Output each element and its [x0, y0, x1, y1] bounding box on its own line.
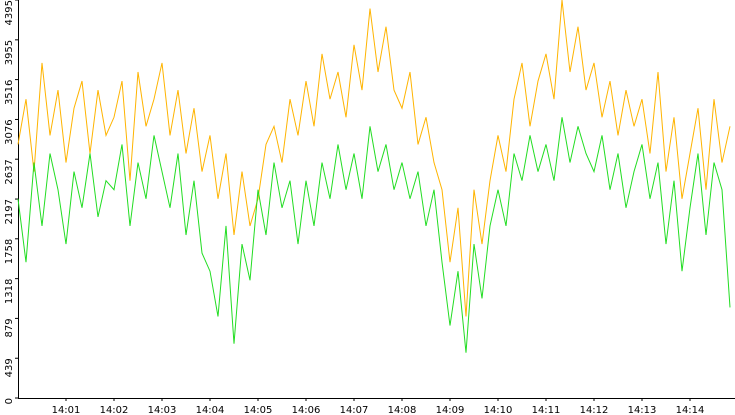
y-tick-label: 3516	[4, 80, 15, 105]
y-tick-label: 4395	[4, 0, 15, 25]
x-tick-label: 14:02	[100, 405, 129, 415]
y-tick-label: 2197	[4, 199, 15, 224]
y-tick-label: 0	[4, 398, 15, 404]
y-tick-label: 879	[4, 318, 15, 337]
x-tick-label: 14:10	[484, 405, 513, 415]
y-tick-label: 439	[4, 358, 15, 377]
series-line	[17, 0, 731, 317]
x-tick-label: 14:09	[436, 405, 465, 415]
x-tick-label: 14:04	[196, 405, 225, 415]
y-tick-label: 2637	[4, 159, 15, 184]
x-tick-label: 14:01	[52, 405, 81, 415]
x-tick-label: 14:08	[388, 405, 417, 415]
x-tick-label: 14:05	[244, 405, 273, 415]
y-tick-label: 3955	[4, 40, 15, 65]
x-tick-label: 14:13	[628, 405, 657, 415]
x-tick-label: 14:12	[580, 405, 609, 415]
x-tick-label: 14:06	[292, 405, 321, 415]
x-tick-label: 14:07	[340, 405, 369, 415]
y-tick-label: 1318	[4, 279, 15, 304]
x-tick-label: 14:03	[148, 405, 177, 415]
x-tick-label: 14:11	[532, 405, 561, 415]
y-tick-label: 1758	[4, 239, 15, 264]
series-line	[17, 117, 731, 353]
y-tick-label: 3076	[4, 119, 15, 144]
x-tick-label: 14:14	[676, 405, 705, 415]
